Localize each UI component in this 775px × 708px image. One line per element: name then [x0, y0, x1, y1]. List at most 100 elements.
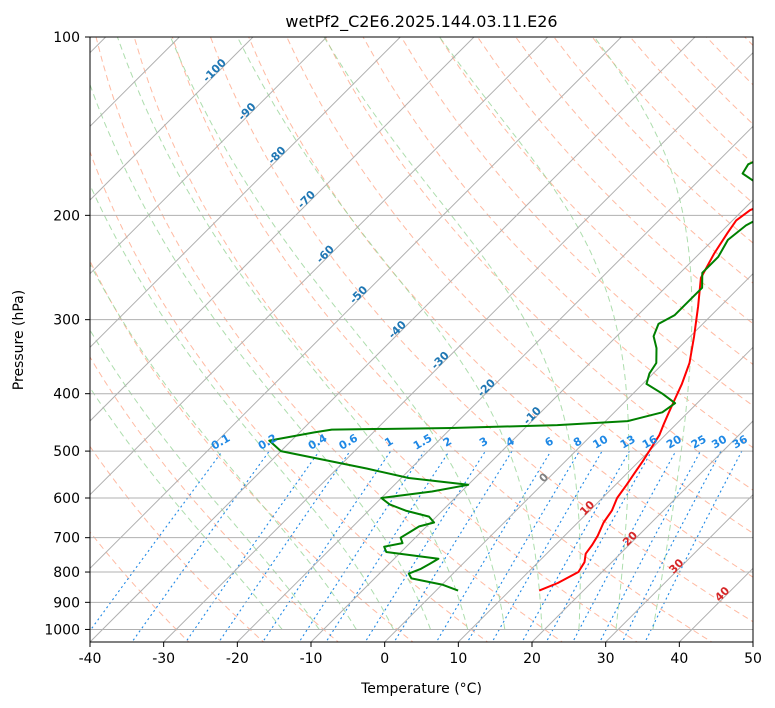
isotherm-gridline: [310, 199, 753, 642]
dry-adiabat: [90, 259, 414, 642]
isotherm-gridline: [90, 37, 696, 642]
moist-adiabat: [439, 37, 630, 630]
dry-adiabat: [90, 150, 489, 642]
isotherm-label: -40: [386, 318, 409, 341]
moist-adiabat: [236, 37, 543, 630]
y-tick-label: 400: [53, 387, 80, 403]
isotherm-label: -50: [347, 283, 370, 306]
isotherm-gridline: [163, 51, 753, 642]
mixing-ratio-label: 10: [590, 432, 610, 451]
moist-adiabat: [90, 263, 357, 630]
isotherm-label: -30: [429, 349, 452, 372]
x-tick-label: 40: [670, 651, 688, 667]
mixing-ratio-line: [545, 450, 653, 642]
isotherm-gridline: [531, 420, 753, 642]
chart-title: wetPf2_C2E6.2025.144.03.11.E26: [285, 12, 557, 32]
y-tick-label: 600: [53, 491, 80, 507]
mixing-ratio-line: [521, 450, 630, 642]
mixing-ratio-label: 1: [382, 435, 395, 450]
mixing-ratio-label: 2: [441, 435, 454, 450]
isotherm-gridline: [90, 37, 254, 201]
mixing-ratio-label: 30: [709, 432, 729, 451]
mixing-ratio-line: [572, 450, 677, 642]
dry-adiabat: [362, 37, 753, 449]
dry-adiabat: [400, 37, 753, 407]
moist-adiabat: [90, 183, 394, 630]
sounding-series: [268, 160, 753, 592]
mixing-ratio-line: [218, 450, 351, 642]
mixing-ratio-line: [435, 450, 552, 642]
mixing-ratio-label: 36: [730, 432, 750, 451]
y-tick-label: 200: [53, 208, 80, 224]
isotherm-label: -80: [265, 144, 288, 167]
mixing-ratio-line: [90, 450, 223, 632]
isotherm-gridline: [605, 493, 753, 642]
dry-adiabat: [171, 37, 713, 642]
isotherm-label: 30: [666, 556, 686, 576]
mixing-ratio-line: [621, 450, 722, 642]
isotherm-gridline: [90, 37, 622, 570]
x-tick-label: -40: [79, 651, 102, 667]
dewpoint-line: [268, 160, 753, 592]
x-tick-label: -30: [152, 651, 175, 667]
y-tick-label: 700: [53, 531, 80, 547]
dry-adiabat: [744, 37, 753, 47]
mixing-ratio-line: [644, 450, 743, 642]
isotherm-gridline: [90, 37, 475, 422]
background-lines: [90, 37, 753, 642]
x-tick-label: 10: [449, 651, 467, 667]
mixing-ratio-label: 8: [571, 435, 584, 450]
dry-adiabat: [248, 37, 753, 578]
dry-adiabat: [591, 37, 753, 204]
isotherm-gridline: [90, 37, 401, 349]
moist-adiabat: [323, 37, 581, 630]
dry-adiabat: [90, 531, 190, 642]
axes: -40 -30 -20 -10 0 10 20 30 40 5010020030040050060…: [44, 30, 762, 667]
isotherm-gridline: [384, 272, 753, 642]
dry-adiabat: [515, 37, 753, 284]
isotherm-label: -70: [295, 188, 318, 211]
isotherm-gridline: [236, 125, 753, 642]
moist-adiabat: [593, 37, 693, 630]
isotherm-label: 10: [577, 498, 597, 518]
moist-adiabat: [90, 83, 431, 630]
dry-adiabat: [286, 37, 753, 534]
x-tick-label: 50: [744, 651, 762, 667]
x-axis-label: Temperature (°C): [360, 681, 482, 697]
plot-frame: [89, 36, 754, 643]
moist-adiabat: [116, 37, 469, 630]
moist-adiabat: [170, 37, 506, 630]
isotherm-label: -100: [200, 56, 229, 85]
grid: [90, 37, 753, 642]
isotherm-gridline: [90, 37, 328, 275]
x-tick-label: 30: [597, 651, 615, 667]
x-tick-label: 20: [523, 651, 541, 667]
mixing-ratio-label: 6: [543, 434, 556, 449]
mixing-ratio-line: [393, 450, 513, 642]
moist-adiabat: [90, 386, 283, 630]
y-tick-label: 500: [53, 444, 80, 460]
dry-adiabat: [133, 37, 638, 642]
isotherm-label: -20: [475, 376, 498, 399]
dry-adiabat: [438, 37, 753, 366]
mixing-ratio-label: 0.4: [306, 431, 330, 452]
mixing-ratio-label: 16: [640, 432, 660, 451]
y-tick-label: 300: [53, 313, 80, 329]
isotherm-label: -10: [521, 404, 544, 427]
x-tick-label: -20: [226, 651, 249, 667]
y-tick-label: 100: [53, 30, 80, 46]
isotherm-gridline: [752, 641, 753, 642]
y-tick-label: 1000: [44, 622, 80, 638]
y-axis-label: Pressure (hPa): [11, 290, 27, 390]
y-tick-label: 900: [53, 595, 80, 611]
mixing-ratio-line: [185, 450, 320, 642]
mixing-ratio-label: 3: [477, 435, 490, 450]
mixing-ratio-line: [599, 450, 701, 642]
mixing-ratio-line: [466, 450, 580, 642]
isotherm-label: -60: [314, 242, 337, 265]
mixing-ratio-label: 1.5: [411, 432, 434, 453]
mixing-ratio-line: [131, 450, 270, 642]
dry-adiabat: [477, 37, 753, 325]
y-tick-label: 800: [53, 565, 80, 581]
